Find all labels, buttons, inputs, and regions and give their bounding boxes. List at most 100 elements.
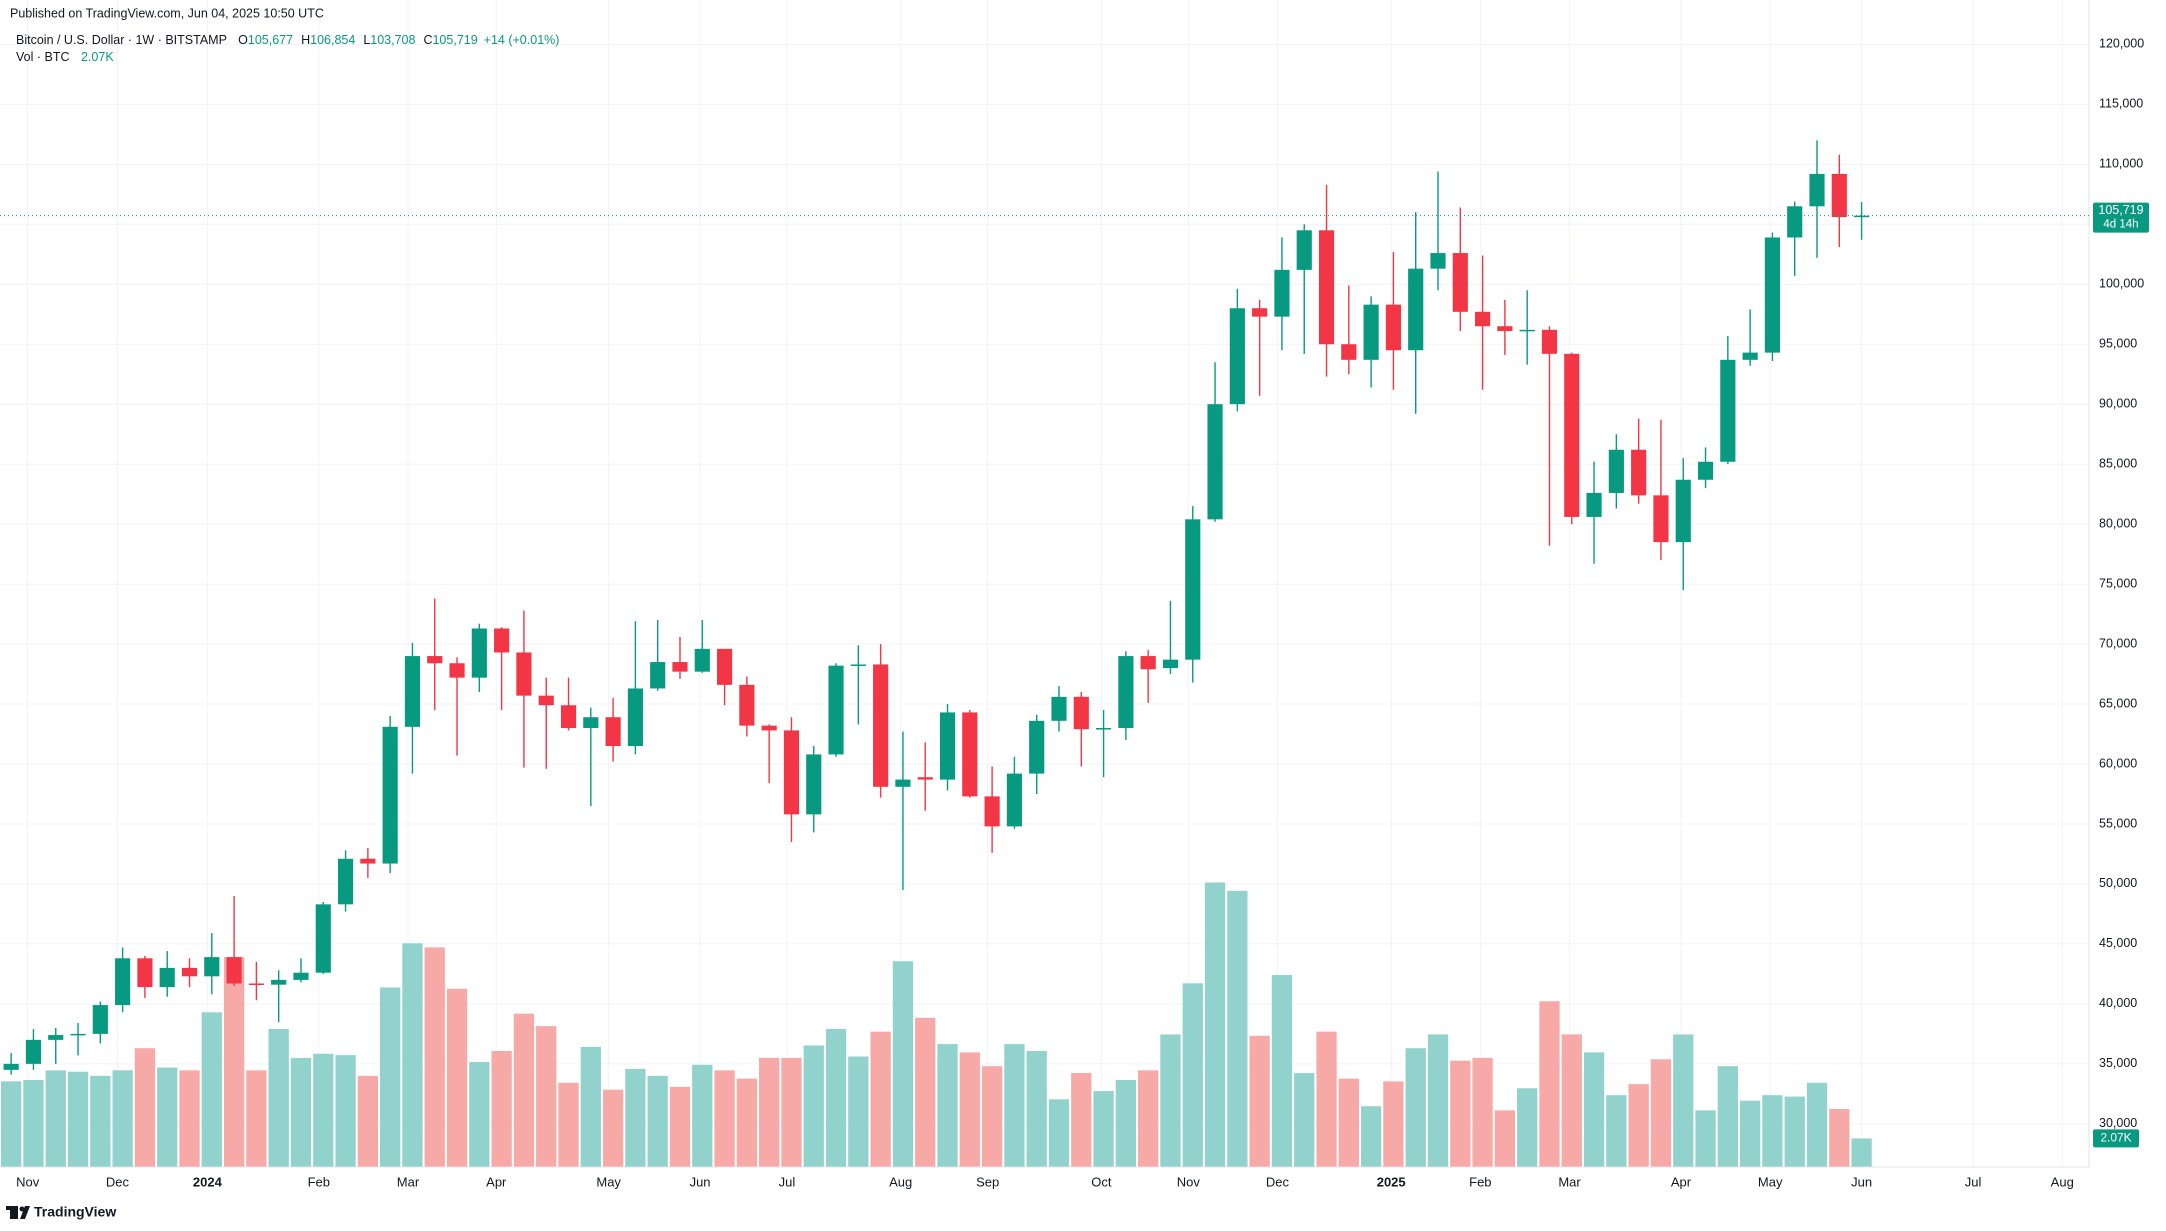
ohlc-value: 105,677 — [248, 33, 293, 47]
x-tick-label: Nov — [16, 1174, 40, 1189]
candle-body — [360, 858, 376, 864]
candle-body — [828, 665, 844, 755]
ohlc-key: L — [363, 33, 370, 47]
volume-bar — [1360, 1106, 1382, 1167]
y-tick-label: 75,000 — [2099, 576, 2137, 590]
candle-body — [1608, 449, 1624, 493]
candle-body — [538, 695, 554, 706]
volume-bar — [380, 987, 401, 1167]
candle-body — [1831, 173, 1847, 218]
volume-bar — [580, 1046, 601, 1167]
volume-bar — [1739, 1100, 1761, 1167]
volume-bar — [90, 1075, 111, 1167]
y-tick-label: 40,000 — [2099, 996, 2137, 1010]
candle-body — [1408, 268, 1424, 351]
y-tick-label: 115,000 — [2099, 97, 2143, 111]
candle-body — [382, 726, 398, 864]
volume-bar — [246, 1070, 267, 1167]
volume-bar — [313, 1053, 334, 1167]
candle-body — [1675, 479, 1691, 543]
candle-body — [115, 958, 131, 1006]
symbol-title: Bitcoin / U.S. Dollar · 1W · BITSTAMP — [16, 33, 227, 47]
candle-body — [1720, 359, 1736, 462]
volume-bar — [1338, 1078, 1359, 1167]
ohlc-key: C — [423, 33, 432, 47]
candle-body — [70, 1033, 86, 1036]
candle-body — [181, 967, 198, 977]
candle-body — [984, 796, 1000, 827]
volume-bar — [335, 1055, 356, 1167]
candle-body — [1073, 696, 1089, 730]
candle-body — [694, 648, 710, 672]
volume-bar — [1650, 1059, 1672, 1167]
candle-body — [1854, 215, 1870, 218]
volume-bar — [1427, 1034, 1449, 1167]
volume-layer — [1, 882, 1872, 1167]
candle-body — [1207, 404, 1223, 520]
logo-shape — [19, 1206, 25, 1212]
y-tick-label: 50,000 — [2099, 876, 2137, 890]
volume-bar — [937, 1044, 958, 1167]
candle-body — [204, 957, 220, 977]
x-tick-label: Apr — [1671, 1174, 1692, 1189]
candle-body — [962, 712, 978, 797]
candle-body — [471, 628, 487, 678]
y-tick-label: 70,000 — [2099, 636, 2137, 650]
volume-bar — [1851, 1138, 1872, 1167]
countdown-label: 4d 14h — [2103, 219, 2138, 231]
logo-shape — [20, 1206, 30, 1219]
candle-body — [1519, 329, 1535, 332]
candle-body — [1140, 656, 1156, 670]
y-tick-label: 100,000 — [2099, 277, 2144, 291]
candle-body — [917, 777, 933, 780]
candle-body — [1296, 230, 1312, 270]
last-price-tag — [2093, 202, 2149, 233]
x-tick-label: Nov — [1177, 1174, 1201, 1189]
volume-bar — [1249, 1035, 1270, 1167]
y-tick-label: 80,000 — [2099, 516, 2137, 530]
volume-bar — [1517, 1088, 1538, 1167]
volume-bar — [67, 1071, 89, 1167]
candle-body — [939, 712, 956, 780]
volume-title: Vol · BTC — [16, 50, 70, 64]
volume-bar — [1227, 890, 1248, 1167]
y-tick-label: 110,000 — [2099, 157, 2143, 171]
volume-bar — [513, 1013, 535, 1167]
candle-body — [3, 1063, 19, 1070]
candle-body — [25, 1039, 42, 1064]
volume-bar — [736, 1078, 758, 1167]
candle-body — [1764, 237, 1780, 353]
candle-body — [1051, 696, 1067, 721]
x-tick-label: Aug — [889, 1174, 912, 1189]
candle-body — [783, 730, 800, 815]
volume-bar — [157, 1067, 178, 1167]
axes: 30,000 35,000 40,000 45,000 50,000 55,000 60,0… — [0, 0, 2149, 1189]
volume-bar — [1606, 1095, 1627, 1167]
logo-shape — [6, 1206, 16, 1210]
logo-shape — [10, 1206, 18, 1219]
volume-bar — [1316, 1031, 1337, 1167]
volume-bar — [1673, 1034, 1694, 1167]
volume-bar — [1829, 1108, 1850, 1167]
volume-bar — [602, 1089, 624, 1167]
volume-bar — [1628, 1084, 1649, 1167]
candle-body — [1162, 659, 1179, 669]
brand: TradingView — [34, 1204, 116, 1220]
candle-body — [1742, 352, 1758, 360]
volume-bar — [1583, 1052, 1605, 1167]
candle-body — [1497, 326, 1513, 332]
volume-bar — [558, 1082, 579, 1167]
last-price-label: 105,719 — [2098, 203, 2143, 217]
y-tick-label: 55,000 — [2099, 816, 2137, 830]
volume-bar — [1561, 1034, 1582, 1167]
volume-bar — [625, 1068, 646, 1167]
volume-bar — [469, 1062, 490, 1167]
candle-layer — [3, 140, 1870, 1075]
volume-bar — [669, 1086, 691, 1167]
volume-bar — [647, 1075, 668, 1167]
candle-body — [1697, 461, 1714, 480]
x-tick-label: Apr — [486, 1174, 507, 1189]
candle-body — [1475, 311, 1491, 327]
candle-body — [1318, 230, 1335, 345]
